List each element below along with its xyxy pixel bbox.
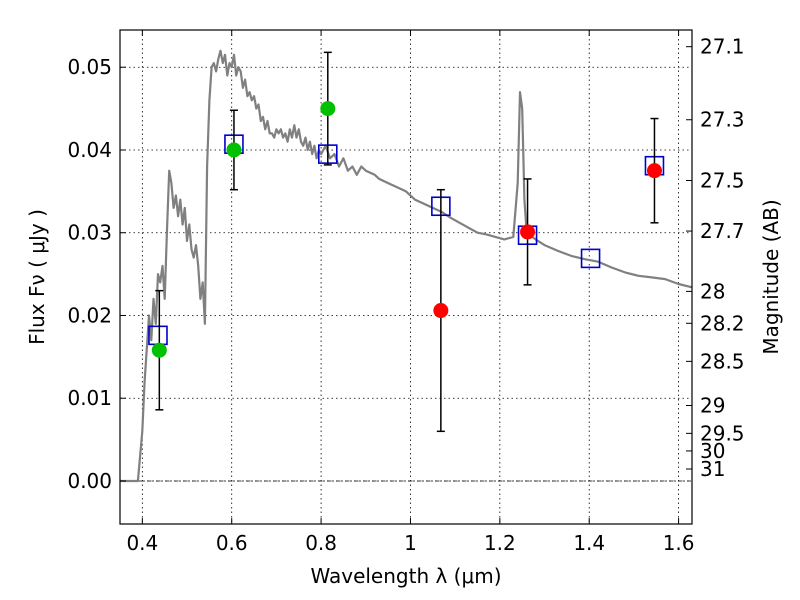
x-tick-label: 1.4 — [573, 531, 605, 555]
model-square-marker — [580, 248, 601, 269]
y2-tick-label: 29.5 — [700, 421, 745, 445]
y-tick-label: 0.05 — [67, 55, 112, 79]
y2-tick-label: 28.5 — [700, 349, 745, 373]
y2-tick-label: 28 — [700, 279, 725, 303]
model-spectrum-line — [120, 49, 693, 483]
y2-axis-title: Magnitude (AB) — [759, 199, 783, 354]
y-tick-label: 0.03 — [67, 221, 112, 245]
y-axis-title: Flux Fν ( μJy ) — [25, 209, 49, 345]
y-tick-label: 0.02 — [67, 303, 112, 327]
x-tick-label: 1 — [404, 531, 417, 555]
y-tick-label: 0.00 — [67, 469, 112, 493]
y2-tick-label: 31 — [700, 457, 725, 481]
y2-tick-label: 28.2 — [700, 311, 745, 335]
x-axis-title: Wavelength λ (μm) — [310, 564, 501, 588]
data-point — [520, 224, 536, 240]
axis-ticks: 0.4 0.6 0.8 1 1.2 1.4 1.6 0.00 0.01 0.02 0.03 0.04 0… — [67, 30, 745, 555]
y2-tick-label: 27.3 — [700, 108, 745, 132]
x-tick-label: 1.6 — [663, 531, 695, 555]
plot-series — [120, 49, 693, 483]
y-tick-label: 0.01 — [67, 386, 112, 410]
y2-tick-label: 27.1 — [700, 35, 745, 59]
plot-frame — [119, 29, 693, 525]
data-point — [646, 163, 662, 179]
y2-tick-label: 27.5 — [700, 169, 745, 193]
data-point — [320, 101, 336, 117]
y-tick-label: 0.04 — [67, 138, 112, 162]
y2-tick-label: 29 — [700, 394, 725, 418]
y2-tick-label: 27.7 — [700, 219, 745, 243]
x-tick-label: 0.4 — [126, 531, 158, 555]
data-point — [433, 303, 449, 319]
x-tick-label: 0.6 — [216, 531, 248, 555]
x-tick-label: 0.8 — [305, 531, 337, 555]
data-point — [226, 142, 242, 158]
y2-tick-label: 30 — [700, 439, 725, 463]
data-point — [151, 342, 167, 358]
x-tick-label: 1.2 — [484, 531, 516, 555]
